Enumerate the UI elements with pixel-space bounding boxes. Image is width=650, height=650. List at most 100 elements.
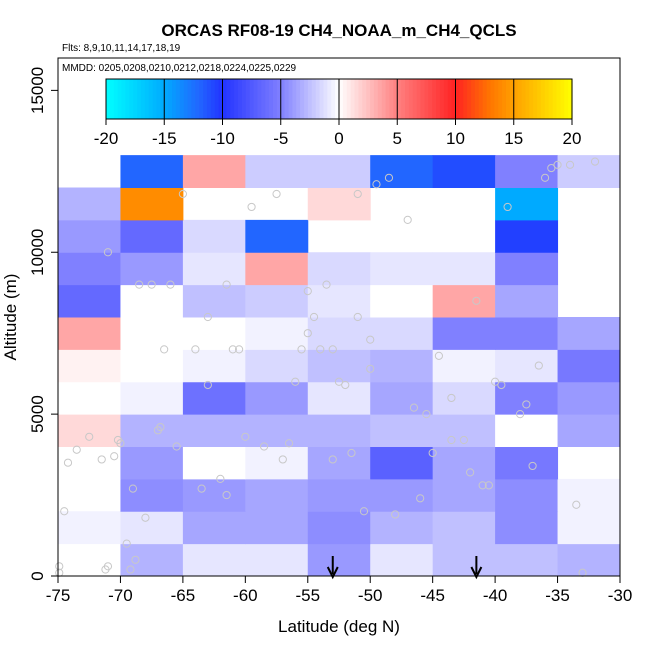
colorbar-segment (537, 79, 542, 119)
heatmap-cell (120, 284, 184, 318)
data-point (247, 202, 256, 212)
colorbar-segment (117, 79, 123, 119)
heatmap-cell (245, 381, 309, 415)
colorbar-segment (148, 79, 154, 119)
colorbar-segment (241, 79, 247, 119)
data-point (103, 562, 113, 571)
colorbar-segment (490, 79, 495, 119)
colorbar-segment (152, 79, 158, 119)
y-tick-label: 5000 (28, 395, 47, 433)
heatmap-cell (182, 252, 246, 286)
heatmap-cell (495, 414, 559, 447)
colorbar-segment (471, 79, 476, 119)
heatmap-cell (370, 446, 434, 480)
heatmap-cell (245, 511, 309, 545)
colorbar-segment (385, 79, 391, 119)
heatmap-cell (245, 155, 309, 188)
colorbar-segment (521, 79, 526, 119)
heatmap-cell (557, 511, 621, 545)
x-axis-label: Latitude (deg N) (278, 617, 400, 636)
heatmap-cell (245, 543, 309, 577)
data-point (297, 345, 306, 354)
plot-frame (57, 57, 621, 577)
colorbar-segment (272, 79, 278, 119)
data-point (156, 422, 165, 432)
colorbar-segment (261, 79, 266, 119)
colorbar: -20 -15 -10 -5 0 5 10 15 20 (94, 78, 581, 148)
colorbar-segment (478, 79, 484, 119)
heatmap-cell (432, 349, 496, 383)
heatmap-cell (307, 446, 371, 480)
heatmap-cell (120, 414, 184, 447)
heatmap-cell (58, 349, 121, 383)
heatmap-cell (58, 381, 121, 415)
colorbar-tick-label: 10 (446, 129, 465, 148)
colorbar-segment (175, 79, 181, 119)
data-point (422, 410, 431, 419)
data-point (334, 377, 344, 386)
colorbar-segment (234, 79, 239, 119)
heatmap-cell (182, 381, 246, 415)
colorbar-segment (509, 79, 515, 119)
data-point (478, 481, 487, 490)
heatmap-cell (182, 155, 246, 188)
heatmap-cell (557, 543, 621, 577)
colorbar-segment (245, 79, 251, 119)
colorbar-segment (133, 79, 138, 119)
colorbar-segment (436, 79, 441, 119)
data-point (228, 345, 237, 354)
colorbar-segment (168, 79, 173, 119)
colorbar-segment (377, 79, 383, 119)
heatmap-cell (495, 219, 559, 253)
colorbar-segment (210, 79, 216, 119)
heatmap-cell (495, 187, 559, 221)
data-point (359, 507, 369, 516)
data-point (528, 461, 537, 471)
heatmap-cell (120, 543, 184, 577)
colorbar-segment (288, 79, 293, 119)
colorbar-segment (335, 79, 340, 119)
heatmap-cell (495, 349, 559, 383)
colorbar-segment (381, 79, 387, 119)
heatmap-cell (495, 478, 559, 512)
colorbar-tick-label: -20 (94, 129, 119, 148)
data-point (416, 494, 425, 503)
data-point (391, 510, 400, 519)
data-point (366, 335, 375, 344)
heatmap-cell (182, 446, 246, 480)
colorbar-segment (420, 79, 426, 119)
data-point (122, 539, 131, 548)
scatter-points (55, 157, 600, 577)
colorbar-segment (304, 79, 309, 119)
colorbar-segment (443, 79, 449, 119)
colorbar-segment (548, 79, 554, 119)
data-point (259, 442, 269, 451)
colorbar-segment (373, 79, 379, 119)
colorbar-segment (137, 79, 142, 119)
data-point (428, 448, 437, 458)
colorbar-segment (463, 79, 468, 119)
colorbar-tick-label: -5 (273, 129, 288, 148)
colorbar-segment (106, 79, 111, 119)
colorbar-segment (401, 79, 406, 119)
heatmap-cell (370, 284, 434, 318)
colorbar-segment (331, 79, 336, 119)
colorbar-segment (451, 79, 457, 119)
colorbar-segment (447, 79, 453, 119)
data-point (484, 481, 493, 490)
heatmap-cell (120, 317, 184, 350)
colorbar-segment (424, 79, 429, 119)
heatmap-cell (370, 543, 434, 577)
x-tick-label: -40 (483, 586, 508, 605)
data-point (353, 189, 362, 199)
data-point (353, 312, 362, 322)
data-point (316, 345, 325, 354)
data-point (222, 280, 231, 289)
data-point (366, 364, 375, 373)
data-point (572, 500, 581, 509)
data-point (72, 445, 81, 454)
colorbar-segment (238, 79, 243, 119)
dates-note: MMDD: 0205,0208,0210,0212,0218,0224,0225… (62, 63, 297, 74)
x-tick-label: -70 (108, 586, 133, 605)
heatmap-cell (557, 317, 621, 350)
